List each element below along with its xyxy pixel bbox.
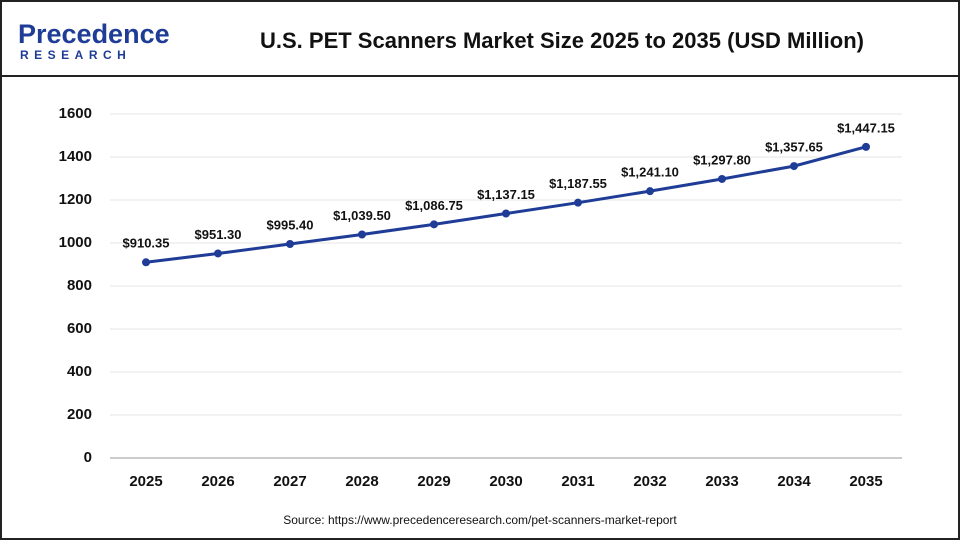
logo-name: Precedence xyxy=(18,19,170,49)
x-tick-label: 2027 xyxy=(273,473,306,490)
y-tick-label: 800 xyxy=(67,277,92,294)
data-label: $1,086.75 xyxy=(405,198,463,213)
y-tick-label: 400 xyxy=(67,363,92,380)
data-label: $951.30 xyxy=(195,227,242,242)
x-tick-label: 2029 xyxy=(417,473,450,490)
x-tick-label: 2025 xyxy=(129,473,162,490)
data-label: $1,137.15 xyxy=(477,187,535,202)
x-tick-label: 2030 xyxy=(489,473,522,490)
y-tick-label: 1000 xyxy=(59,234,92,251)
data-label: $1,297.80 xyxy=(693,152,751,167)
data-label: $1,357.65 xyxy=(765,140,823,155)
point xyxy=(142,258,150,267)
y-tick-label: 1600 xyxy=(59,105,92,122)
y-tick-label: 1200 xyxy=(59,191,92,208)
point xyxy=(502,209,510,218)
x-tick-label: 2026 xyxy=(201,473,234,490)
source-note: Source: https://www.precedenceresearch.c… xyxy=(283,513,677,527)
y-tick-label: 1400 xyxy=(59,148,92,165)
x-tick-label: 2028 xyxy=(345,473,378,490)
data-label: $1,187.55 xyxy=(549,176,607,191)
point xyxy=(646,187,654,196)
point xyxy=(358,230,366,239)
point xyxy=(286,239,294,248)
data-label: $1,039.50 xyxy=(333,208,391,223)
logo-tagline: RESEARCH xyxy=(20,48,131,62)
x-tick-label: 2031 xyxy=(561,473,594,490)
x-tick-label: 2034 xyxy=(777,473,811,490)
x-tick-label: 2032 xyxy=(633,473,666,490)
data-label: $910.35 xyxy=(123,236,170,251)
y-tick-label: 600 xyxy=(67,320,92,337)
point xyxy=(430,220,438,229)
x-tick-label: 2033 xyxy=(705,473,738,490)
point xyxy=(862,142,870,151)
chart-title: U.S. PET Scanners Market Size 2025 to 20… xyxy=(260,28,864,53)
data-label: $1,447.15 xyxy=(837,120,895,135)
y-tick-label: 200 xyxy=(67,406,92,423)
point xyxy=(790,162,798,171)
point xyxy=(574,198,582,207)
point xyxy=(214,249,222,258)
data-label: $995.40 xyxy=(267,217,314,232)
y-tick-label: 0 xyxy=(84,449,92,466)
data-label: $1,241.10 xyxy=(621,165,679,180)
point xyxy=(718,174,726,183)
x-tick-label: 2035 xyxy=(849,473,882,490)
